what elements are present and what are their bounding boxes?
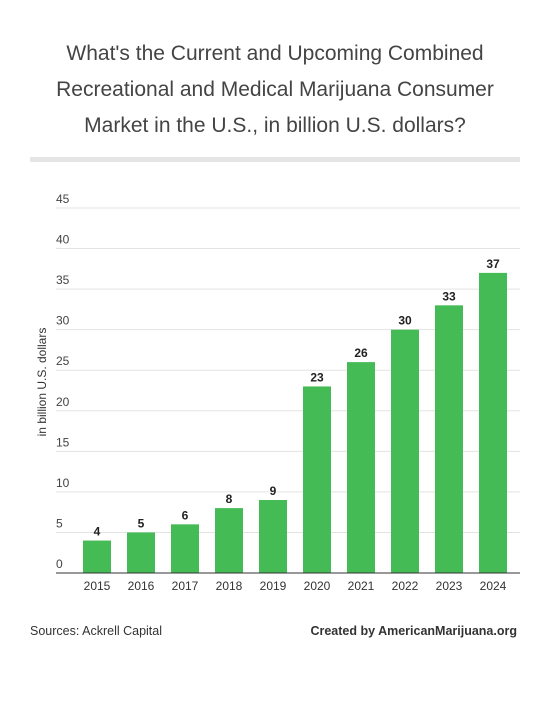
- title-divider: [30, 157, 520, 162]
- y-tick-label: 15: [56, 435, 70, 449]
- x-tick-label: 2019: [260, 579, 287, 593]
- y-axis-label: in billion U.S. dollars: [35, 328, 49, 437]
- bar: [171, 524, 199, 573]
- y-tick-label: 30: [56, 314, 70, 328]
- x-tick-label: 2017: [172, 579, 199, 593]
- y-tick-label: 25: [56, 354, 70, 368]
- chart-title-line: Market in the U.S., in billion U.S. doll…: [84, 114, 466, 137]
- chart-title: What's the Current and Upcoming Combined…: [20, 36, 530, 144]
- x-tick-label: 2021: [348, 579, 375, 593]
- bar: [303, 386, 331, 573]
- bar: [347, 362, 375, 573]
- y-tick-label: 35: [56, 273, 70, 287]
- chart-title-line: Recreational and Medical Marijuana Consu…: [56, 78, 494, 101]
- data-label: 4: [94, 525, 101, 539]
- data-label: 33: [442, 289, 456, 303]
- bar: [435, 305, 463, 573]
- x-tick-label: 2022: [392, 579, 419, 593]
- y-tick-label: 5: [56, 516, 63, 530]
- data-label: 5: [138, 516, 145, 530]
- chart-title-line: What's the Current and Upcoming Combined: [66, 42, 484, 65]
- x-tick-label: 2023: [436, 579, 463, 593]
- data-label: 23: [310, 370, 324, 384]
- y-tick-label: 40: [56, 233, 70, 247]
- x-tick-label: 2020: [304, 579, 331, 593]
- bars: [83, 272, 507, 573]
- data-label: 9: [270, 484, 277, 498]
- y-tick-label: 45: [56, 192, 70, 206]
- data-labels: 4 5 6 8 9 23 26 30 33 37: [94, 257, 500, 539]
- y-tick-label: 10: [56, 476, 70, 490]
- data-label: 37: [486, 257, 500, 271]
- y-axis-ticks: 0 5 10 15 20 25 30 35 40 45: [56, 192, 70, 571]
- y-tick-label: 20: [56, 395, 70, 409]
- data-label: 8: [226, 492, 233, 506]
- data-label: 30: [398, 314, 412, 328]
- x-tick-label: 2016: [128, 579, 155, 593]
- bar: [259, 500, 287, 573]
- y-tick-label: 0: [56, 557, 63, 571]
- data-label: 6: [182, 508, 189, 522]
- x-tick-label: 2018: [216, 579, 243, 593]
- x-axis-ticks: 2015 2016 2017 2018 2019 2020 2021 2022 2023 2024: [84, 579, 507, 593]
- bar: [391, 329, 419, 573]
- x-tick-label: 2015: [84, 579, 111, 593]
- x-tick-label: 2024: [480, 579, 507, 593]
- credit-note: Created by AmericanMarijuana.org: [310, 624, 517, 638]
- bar: [479, 272, 507, 573]
- bar: [83, 540, 111, 573]
- data-label: 26: [354, 346, 368, 360]
- bar: [215, 508, 243, 573]
- bar: [127, 532, 155, 573]
- source-note: Sources: Ackrell Capital: [30, 624, 163, 638]
